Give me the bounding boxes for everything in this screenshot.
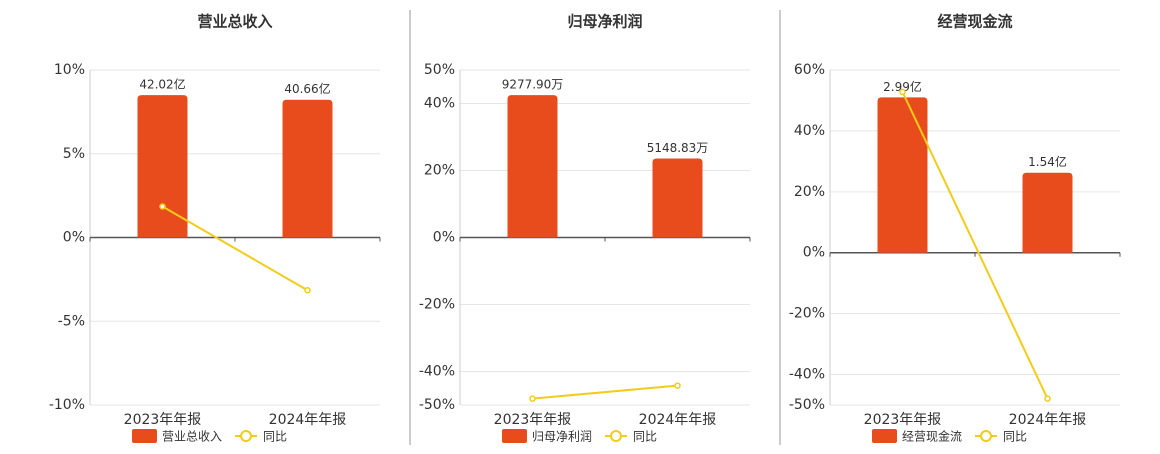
bar — [652, 158, 703, 238]
legend-label: 同比 — [633, 430, 657, 444]
y-tick-label: -50% — [789, 397, 825, 413]
x-tick-label: 2024年年报 — [269, 412, 347, 428]
chart-title: 营业总收入 — [197, 13, 272, 31]
y-tick-label: -20% — [789, 306, 825, 322]
line-point — [1044, 395, 1051, 402]
y-tick-label: 40% — [794, 123, 825, 139]
value-label: 5148.83万 — [647, 141, 709, 155]
line — [161, 205, 309, 292]
x-tick-label: 2023年年报 — [124, 412, 202, 428]
x-tick-label: 2024年年报 — [1009, 412, 1087, 428]
y-tick-label: 50% — [424, 62, 455, 78]
y-tick-label: -20% — [419, 297, 455, 313]
line-point — [529, 395, 536, 402]
value-label: 9277.90万 — [502, 78, 564, 92]
legend-swatch — [132, 429, 157, 443]
y-tick-label: -40% — [419, 364, 455, 380]
y-tick-label: -40% — [789, 367, 825, 383]
legend-label: 同比 — [1003, 430, 1027, 444]
line-point — [304, 287, 311, 294]
value-label: 1.54亿 — [1028, 154, 1067, 169]
bar — [877, 97, 928, 253]
legend-marker — [610, 430, 622, 442]
line — [901, 91, 1049, 400]
bar — [282, 99, 333, 238]
bar — [137, 95, 188, 238]
x-tick-label: 2023年年报 — [864, 412, 942, 428]
line — [532, 384, 678, 400]
y-tick-label: 60% — [794, 62, 825, 78]
bar — [1022, 172, 1073, 253]
legend-swatch — [872, 429, 897, 443]
panel: 经营现金流 -50% -40% -20% 0% 20% 40% 60% 2023年年报 2024年… — [789, 13, 1121, 444]
legend-marker — [980, 430, 992, 442]
value-label: 40.66亿 — [284, 81, 330, 96]
chart-title: 归母净利润 — [567, 13, 642, 31]
chart-title: 经营现金流 — [937, 13, 1012, 31]
legend-swatch — [502, 429, 527, 443]
value-label: 2.99亿 — [883, 79, 922, 94]
legend-label: 经营现金流 — [902, 429, 962, 444]
panel: 营业总收入 -10% -5% 0% 5% 10% 2023年年报 2024年年报 42.02亿 4… — [49, 13, 381, 444]
x-tick-label: 2024年年报 — [639, 412, 717, 428]
y-tick-label: 20% — [794, 184, 825, 200]
legend-label: 归母净利润 — [532, 430, 592, 444]
y-tick-label: -5% — [58, 313, 85, 329]
legend-marker — [240, 430, 252, 442]
y-tick-label: 10% — [54, 62, 85, 78]
legend-label: 营业总收入 — [162, 430, 222, 444]
panel: 归母净利润 -50% -40% -20% 0% 20% 40% 50% 2023年年报 2024年… — [419, 13, 751, 444]
y-tick-label: 40% — [424, 96, 455, 112]
x-tick-label: 2023年年报 — [494, 412, 572, 428]
line-point — [674, 382, 681, 389]
y-tick-label: -10% — [49, 397, 85, 413]
value-label: 42.02亿 — [139, 77, 185, 92]
legend-label: 同比 — [263, 430, 287, 444]
line-point — [899, 88, 906, 96]
line-point — [159, 203, 166, 210]
y-tick-label: 0% — [433, 230, 455, 246]
y-tick-label: 0% — [803, 245, 825, 261]
y-tick-label: 5% — [63, 146, 85, 162]
y-tick-label: 0% — [63, 230, 85, 246]
bar — [507, 95, 558, 238]
y-tick-label: -50% — [419, 397, 455, 413]
y-tick-label: 20% — [424, 163, 455, 179]
